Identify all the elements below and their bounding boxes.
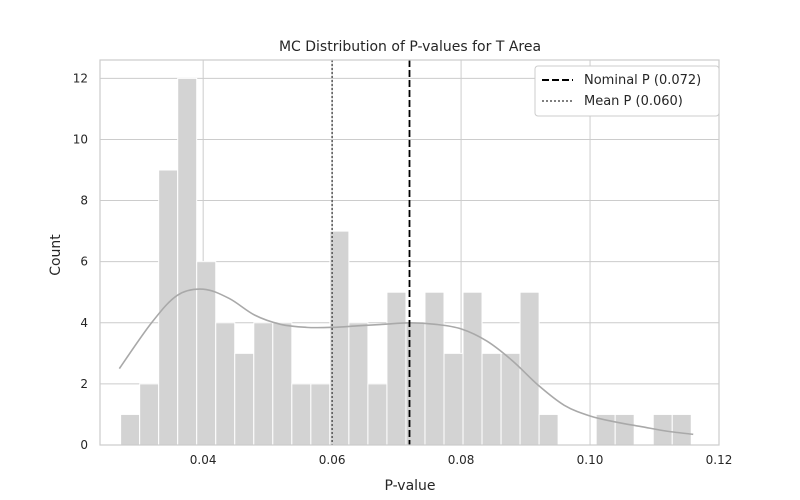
histogram-bar	[348, 322, 369, 446]
x-tick-label: 0.06	[319, 453, 346, 467]
y-tick-label: 0	[80, 438, 88, 452]
plot-frame	[99, 59, 720, 446]
histogram-bar	[177, 77, 198, 446]
histogram-bar	[253, 322, 274, 446]
histogram-bar	[234, 352, 255, 446]
legend-mean-label: Mean P (0.060)	[584, 94, 683, 109]
histogram-bar	[614, 413, 635, 446]
chart-title: MC Distribution of P-values for T Area	[279, 39, 541, 55]
y-tick-label: 8	[80, 194, 88, 208]
histogram-bar	[538, 413, 559, 446]
histogram-bar	[519, 291, 540, 446]
histogram-bar	[462, 291, 483, 446]
x-tick-label: 0.12	[706, 453, 733, 467]
legend: Nominal P (0.072) Mean P (0.060)	[534, 65, 720, 117]
histogram-bar	[120, 413, 141, 446]
histogram-bar	[424, 291, 445, 446]
y-tick-label: 12	[73, 71, 88, 85]
histogram-bar	[671, 413, 692, 446]
y-tick-label: 10	[73, 132, 88, 146]
y-tick-label: 4	[80, 316, 88, 330]
legend-box	[534, 65, 720, 117]
histogram-bar	[291, 383, 312, 446]
histogram-bar	[158, 169, 179, 446]
reference-lines	[331, 60, 411, 445]
x-tick-label: 0.08	[448, 453, 475, 467]
y-tick-label: 2	[80, 377, 88, 391]
histogram-bar	[481, 352, 502, 446]
histogram-bar	[500, 352, 521, 446]
y-tick-label: 6	[80, 255, 88, 269]
x-tick-label: 0.10	[577, 453, 604, 467]
histogram-bar	[310, 383, 331, 446]
histogram-bar	[443, 352, 464, 446]
histogram-bar	[272, 322, 293, 446]
histogram-bar	[386, 291, 407, 446]
histogram-bar	[215, 322, 236, 446]
x-axis-label: P-value	[384, 478, 435, 494]
histogram-bar	[367, 383, 388, 446]
x-tick-label: 0.04	[190, 453, 217, 467]
histogram-bars	[120, 77, 692, 446]
histogram-bar	[139, 383, 160, 446]
tick-labels: 0.04 0.06 0.08 0.10 0.12 0 2 4 6 8 10 12	[73, 71, 733, 467]
y-axis-label: Count	[48, 234, 64, 276]
legend-nominal-label: Nominal P (0.072)	[584, 73, 701, 88]
